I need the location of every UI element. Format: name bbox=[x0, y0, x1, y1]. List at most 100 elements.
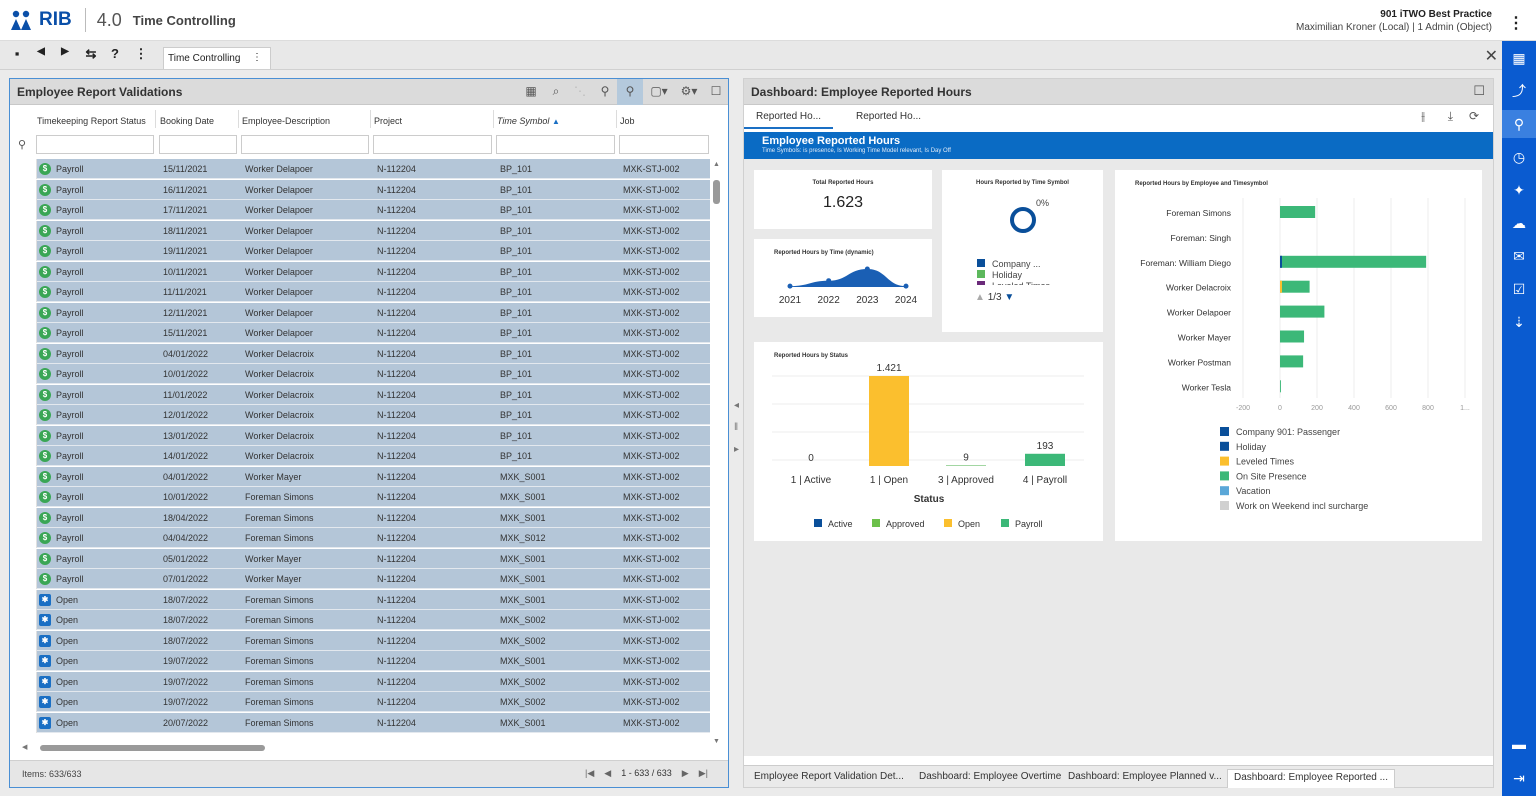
table-row[interactable]: $ Payroll 04/01/2022 Worker Mayer N-112204 MX… bbox=[16, 466, 710, 487]
panel-splitter[interactable]: ◂ ‖ ▸ bbox=[734, 400, 740, 455]
prev-page-icon[interactable]: ◀ bbox=[604, 768, 612, 778]
table-row[interactable]: $ Payroll 14/01/2022 Worker Delacroix N-1122… bbox=[16, 446, 710, 466]
row-checkbox[interactable] bbox=[16, 548, 37, 569]
table-row[interactable]: $ Payroll 16/11/2021 Worker Delapoer N-11220… bbox=[16, 179, 710, 200]
clock-icon[interactable]: ◷ bbox=[1512, 149, 1526, 165]
apps-grid-icon[interactable]: ▦ bbox=[1512, 50, 1526, 66]
row-checkbox[interactable] bbox=[16, 302, 37, 323]
tab-employee-reported[interactable]: Dashboard: Employee Reported ... bbox=[1227, 769, 1395, 788]
row-checkbox[interactable] bbox=[16, 159, 37, 179]
table-row[interactable]: $ Payroll 10/01/2022 Worker Delacroix N-1122… bbox=[16, 364, 710, 384]
table-row[interactable]: $ Payroll 05/01/2022 Worker Mayer N-112204 MX… bbox=[16, 548, 710, 569]
table-row[interactable]: $ Payroll 19/11/2021 Worker Delapoer N-11220… bbox=[16, 241, 710, 261]
row-checkbox[interactable] bbox=[16, 528, 37, 548]
filter-booking-date[interactable] bbox=[159, 135, 237, 154]
row-checkbox[interactable] bbox=[16, 282, 37, 302]
table-row[interactable]: $ Payroll 12/01/2022 Worker Delacroix N-1122… bbox=[16, 405, 710, 425]
vertical-scrollbar[interactable]: ▲ ▼ bbox=[713, 161, 720, 745]
row-checkbox[interactable] bbox=[16, 179, 37, 200]
table-row[interactable]: $ Payroll 12/11/2021 Worker Delapoer N-11220… bbox=[16, 302, 710, 323]
export-icon[interactable]: ⤓ bbox=[1447, 109, 1453, 123]
magic-wand-icon[interactable]: ✦ bbox=[1513, 182, 1525, 198]
export-star-icon[interactable]: ⤴ bbox=[1512, 83, 1526, 99]
row-checkbox[interactable] bbox=[16, 569, 37, 589]
refresh-icon[interactable]: ⟳ bbox=[1468, 109, 1479, 123]
filter-project[interactable] bbox=[373, 135, 492, 154]
chat-icon[interactable]: ▬ bbox=[1512, 736, 1526, 752]
pager-up-icon[interactable]: ▲ bbox=[975, 292, 985, 303]
row-checkbox[interactable] bbox=[16, 630, 37, 651]
last-page-icon[interactable]: ▶| bbox=[698, 768, 708, 778]
save-icon[interactable]: ▪ bbox=[14, 46, 20, 61]
row-checkbox[interactable] bbox=[16, 712, 37, 733]
table-row[interactable]: $ Payroll 10/01/2022 Foreman Simons N-112204… bbox=[16, 487, 710, 507]
help-icon[interactable]: ? bbox=[111, 46, 119, 61]
row-checkbox[interactable] bbox=[16, 487, 37, 507]
row-checkbox[interactable] bbox=[16, 589, 37, 610]
mail-icon[interactable]: ✉ bbox=[1513, 248, 1525, 264]
pin-icon[interactable]: ⇥ bbox=[1513, 770, 1525, 786]
horizontal-scroll-thumb[interactable] bbox=[40, 745, 265, 751]
next-page-icon[interactable]: ▶ bbox=[681, 768, 689, 778]
col-job[interactable]: Job bbox=[620, 116, 635, 126]
row-checkbox[interactable] bbox=[16, 200, 37, 220]
table-row[interactable]: $ Payroll 15/11/2021 Worker Delapoer N-11220… bbox=[16, 159, 710, 179]
row-checkbox[interactable] bbox=[16, 241, 37, 261]
row-checkbox[interactable] bbox=[16, 323, 37, 343]
col-status[interactable]: Timekeeping Report Status bbox=[37, 116, 146, 126]
table-row[interactable]: $ Payroll 04/04/2022 Foreman Simons N-112204… bbox=[16, 528, 710, 548]
table-row[interactable]: $ Payroll 07/01/2022 Worker Mayer N-112204 MX… bbox=[16, 569, 710, 589]
tab-time-controlling[interactable]: Time Controlling ⋮ bbox=[163, 47, 271, 69]
filter-status[interactable] bbox=[36, 135, 154, 154]
row-checkbox[interactable] bbox=[16, 671, 37, 692]
pager-down-icon[interactable]: ▼ bbox=[1004, 292, 1015, 303]
table-row[interactable]: ✱ Open 18/07/2022 Foreman Simons N-112204 MXK… bbox=[16, 589, 710, 610]
filter-time-symbol[interactable] bbox=[496, 135, 615, 154]
grid-layout-icon[interactable]: ▦ bbox=[525, 84, 537, 98]
table-row[interactable]: $ Payroll 18/04/2022 Foreman Simons N-112204… bbox=[16, 507, 710, 528]
col-project[interactable]: Project bbox=[374, 116, 403, 126]
row-checkbox[interactable] bbox=[16, 405, 37, 425]
row-checkbox[interactable] bbox=[16, 446, 37, 466]
main-menu-icon[interactable]: ⋮ bbox=[1508, 15, 1524, 32]
row-checkbox[interactable] bbox=[16, 425, 37, 446]
tree-icon[interactable]: ⋱ bbox=[574, 84, 586, 98]
workflow-icon[interactable]: ⇆ bbox=[85, 46, 97, 61]
table-row[interactable]: ✱ Open 19/07/2022 Foreman Simons N-112204 MXK… bbox=[16, 651, 710, 671]
row-checkbox[interactable] bbox=[16, 261, 37, 282]
table-row[interactable]: ✱ Open 18/07/2022 Foreman Simons N-112204 MXK… bbox=[16, 630, 710, 651]
tab-reported-hours-1[interactable]: Reported Ho... bbox=[744, 109, 834, 129]
table-row[interactable]: ✱ Open 20/07/2022 Foreman Simons N-112204 MXK… bbox=[16, 712, 710, 733]
close-icon[interactable]: ✕ bbox=[1484, 48, 1498, 65]
download-icon[interactable]: ⇣ bbox=[1513, 314, 1525, 330]
table-row[interactable]: $ Payroll 17/11/2021 Worker Delapoer N-11220… bbox=[16, 200, 710, 220]
table-row[interactable]: $ Payroll 10/11/2021 Worker Delapoer N-11220… bbox=[16, 261, 710, 282]
user-search-icon[interactable]: ⚲ bbox=[600, 84, 610, 98]
row-checkbox[interactable] bbox=[16, 220, 37, 241]
col-time-symbol[interactable]: Time Symbol ▲ bbox=[497, 116, 560, 126]
maximize-icon[interactable]: ☐ bbox=[710, 84, 722, 98]
row-checkbox[interactable] bbox=[16, 507, 37, 528]
table-row[interactable]: $ Payroll 04/01/2022 Worker Delacroix N-1122… bbox=[16, 343, 710, 364]
row-checkbox[interactable] bbox=[16, 651, 37, 671]
table-row[interactable]: $ Payroll 11/11/2021 Worker Delapoer N-11220… bbox=[16, 282, 710, 302]
tab-validation-details[interactable]: Employee Report Validation Det... bbox=[754, 771, 904, 782]
tab-menu-icon[interactable]: ⋮ bbox=[252, 52, 262, 63]
tab-employee-overtime[interactable]: Dashboard: Employee Overtime bbox=[919, 771, 1062, 782]
search-grid-icon[interactable]: ⌕ bbox=[552, 84, 560, 98]
settings-dropdown-icon[interactable]: ⚙▾ bbox=[680, 84, 698, 98]
table-row[interactable]: $ Payroll 15/11/2021 Worker Delapoer N-11220… bbox=[16, 323, 710, 343]
row-checkbox[interactable] bbox=[16, 384, 37, 405]
table-row[interactable]: ✱ Open 19/07/2022 Foreman Simons N-112204 MXK… bbox=[16, 671, 710, 692]
user-info[interactable]: 901 iTWO Best Practice Maximilian Kroner… bbox=[1296, 8, 1492, 34]
filter-job[interactable] bbox=[619, 135, 709, 154]
zoom-search-icon[interactable]: ⚲ bbox=[1513, 116, 1525, 132]
maximize-icon[interactable]: ☐ bbox=[1473, 83, 1485, 98]
forward-icon[interactable]: ▶ bbox=[61, 46, 69, 57]
tab-employee-planned[interactable]: Dashboard: Employee Planned v... bbox=[1068, 771, 1222, 782]
filter-settings-icon[interactable]: ⫲ bbox=[1421, 109, 1425, 123]
tab-reported-hours-2[interactable]: Reported Ho... bbox=[856, 111, 922, 122]
table-row[interactable]: $ Payroll 13/01/2022 Worker Delacroix N-1122… bbox=[16, 425, 710, 446]
checkbox-icon[interactable]: ☑ bbox=[1512, 281, 1526, 297]
table-row[interactable]: $ Payroll 18/11/2021 Worker Delapoer N-11220… bbox=[16, 220, 710, 241]
